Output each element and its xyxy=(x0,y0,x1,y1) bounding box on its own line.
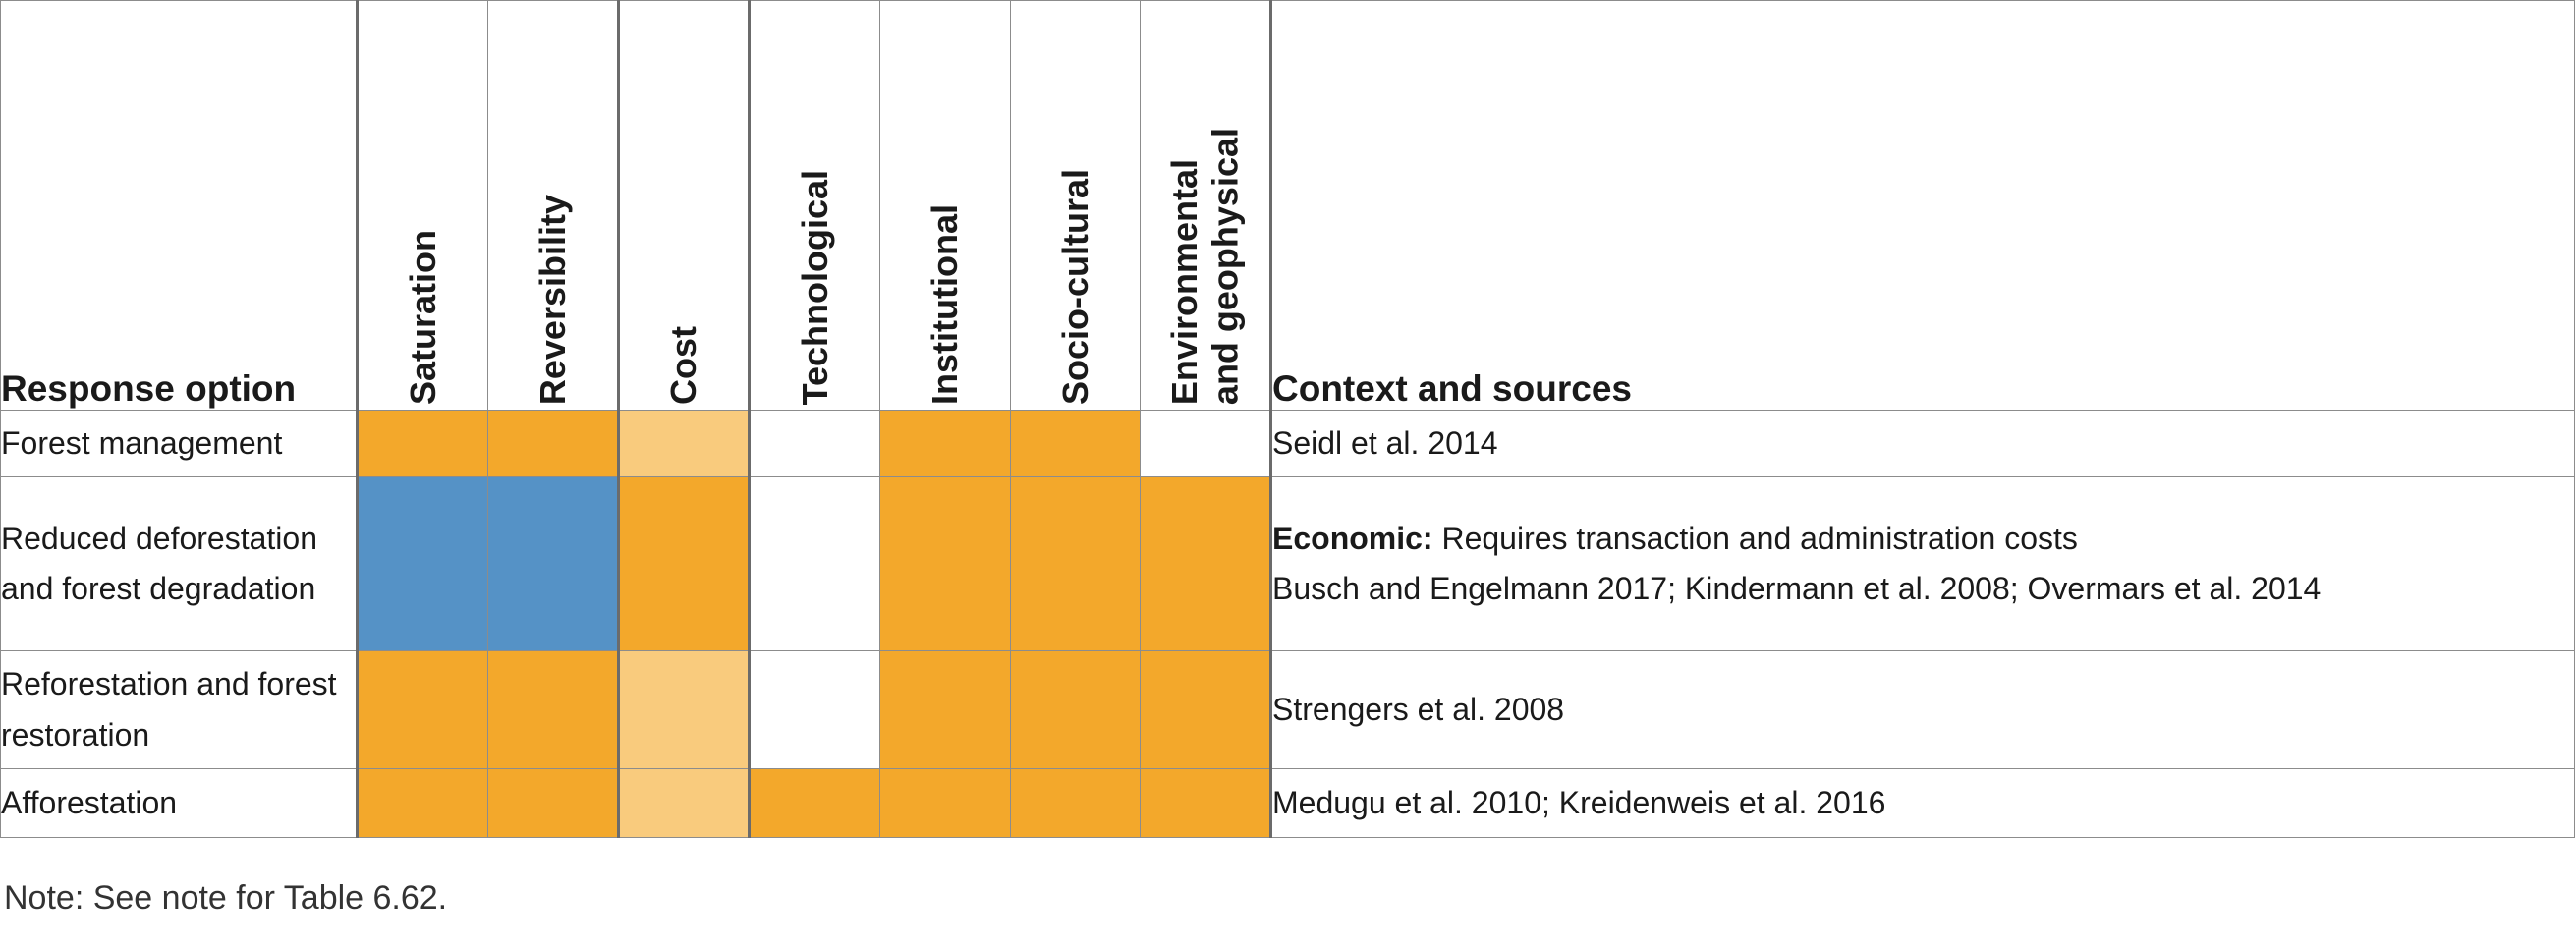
assessment-cell xyxy=(1010,410,1141,477)
assessment-cell xyxy=(487,768,620,838)
assessment-cell xyxy=(1140,476,1272,651)
sources-text: Medugu et al. 2010; Kreidenweis et al. 2… xyxy=(1272,784,1886,820)
assessment-cell xyxy=(749,768,880,838)
economic-note: Economic: Requires transaction and admin… xyxy=(1272,514,2574,564)
assessment-cell xyxy=(1010,476,1141,651)
assessment-cell xyxy=(1010,768,1141,838)
response-option-cell: Forest management xyxy=(0,410,359,477)
technological-header: Technological xyxy=(749,0,880,411)
table-row: Forest management Seidl et al. 2014 xyxy=(0,410,2575,477)
environmental-geophysical-header: Environmental and geophysical xyxy=(1140,0,1272,411)
context-cell: Medugu et al. 2010; Kreidenweis et al. 2… xyxy=(1270,768,2575,838)
assessment-cell xyxy=(879,650,1011,769)
context-cell: Economic: Requires transaction and admin… xyxy=(1270,476,2575,651)
sources-text: Busch and Engelmann 2017; Kindermann et … xyxy=(1272,571,2322,606)
assessment-cell xyxy=(357,410,488,477)
economic-label: Economic: xyxy=(1272,520,1433,556)
economic-text: Requires transaction and administration … xyxy=(1432,520,2078,556)
response-option-cell: Reforestation and forest restoration xyxy=(0,650,359,769)
assessment-cell xyxy=(487,476,620,651)
assessment-cell xyxy=(487,650,620,769)
assessment-cell xyxy=(879,410,1011,477)
feasibility-table: Response option Saturation Reversibility… xyxy=(0,0,2575,838)
assessment-cell xyxy=(618,650,751,769)
table-note: Note: See note for Table 6.62. xyxy=(4,879,448,917)
assessment-cell xyxy=(879,768,1011,838)
sources-text: Strengers et al. 2008 xyxy=(1272,691,1565,727)
context-sources-header: Context and sources xyxy=(1270,0,2575,411)
context-cell: Seidl et al. 2014 xyxy=(1270,410,2575,477)
response-option-cell: Afforestation xyxy=(0,768,359,838)
institutional-header: Institutional xyxy=(879,0,1011,411)
assessment-cell xyxy=(487,410,620,477)
cost-header: Cost xyxy=(618,0,751,411)
table-row: Reduced deforestation and forest degrada… xyxy=(0,476,2575,651)
header-row: Response option Saturation Reversibility… xyxy=(0,0,2575,411)
assessment-cell xyxy=(879,476,1011,651)
assessment-cell xyxy=(1140,768,1272,838)
assessment-cell xyxy=(618,476,751,651)
assessment-cell xyxy=(357,650,488,769)
response-option-cell: Reduced deforestation and forest degrada… xyxy=(0,476,359,651)
context-cell: Strengers et al. 2008 xyxy=(1270,650,2575,769)
assessment-cell xyxy=(749,410,880,477)
saturation-header: Saturation xyxy=(357,0,488,411)
assessment-cell xyxy=(1140,410,1272,477)
assessment-cell xyxy=(618,768,751,838)
assessment-cell xyxy=(618,410,751,477)
assessment-cell xyxy=(357,768,488,838)
socio-cultural-header: Socio-cultural xyxy=(1010,0,1141,411)
table-row: Reforestation and forest restoration Str… xyxy=(0,650,2575,769)
reversibility-header: Reversibility xyxy=(487,0,620,411)
assessment-cell xyxy=(1140,650,1272,769)
table-row: Afforestation Medugu et al. 2010; Kreide… xyxy=(0,768,2575,838)
response-option-header: Response option xyxy=(0,0,359,411)
assessment-cell xyxy=(1010,650,1141,769)
sources-text: Seidl et al. 2014 xyxy=(1272,424,1498,461)
assessment-cell xyxy=(749,650,880,769)
assessment-cell xyxy=(749,476,880,651)
assessment-cell xyxy=(357,476,488,651)
